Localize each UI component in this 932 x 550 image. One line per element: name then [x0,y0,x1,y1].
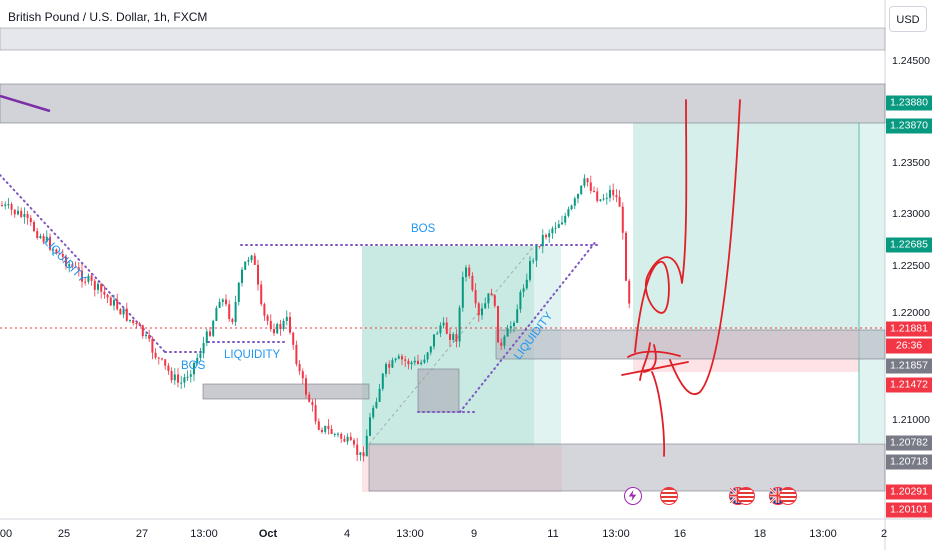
supply-zone-upper[interactable] [0,83,886,124]
price-badge: 1.20101 [886,502,932,518]
time-tick: 27 [135,528,149,540]
symbol-title[interactable]: British Pound / U.S. Dollar, 1h, FXCM [8,10,208,24]
time-tick: 00 [0,528,13,540]
price-badge: 1.20291 [886,484,932,500]
time-tick: 4 [343,528,351,540]
price-badge: 1.20718 [886,454,932,470]
price-tick: 1.23500 [892,157,930,169]
candlestick-series [1,174,631,462]
order-block-3[interactable] [495,329,886,360]
bos-label[interactable]: BOS [181,360,206,372]
long-position-extension-right[interactable] [859,123,885,443]
price-tick: 1.21000 [892,414,930,426]
time-tick: 11 [547,528,559,540]
time-tick: Oct [258,528,278,540]
time-tick: 16 [673,528,687,540]
current-price-badge: 1.21881 [886,321,932,337]
price-tick: 1.22000 [892,307,930,319]
price-badge: 1.21857 [886,358,932,374]
time-tick: 13:00 [809,528,837,540]
liquidity-lines[interactable] [0,174,599,413]
us-flag-event-icon[interactable] [779,487,797,505]
purple-trend-line[interactable] [0,94,51,113]
time-tick: 25 [57,528,71,540]
long-position-target-right[interactable] [633,123,859,330]
hand-drawn-projection[interactable] [621,99,741,457]
price-badge: 1.23870 [886,118,932,134]
time-tick: 18 [753,528,767,540]
countdown-badge: 26:36 [886,338,932,354]
time-tick: 2 [880,528,888,540]
order-block-1[interactable] [202,383,370,400]
time-tick: 13:00 [602,528,630,540]
us-flag-event-icon[interactable] [660,487,678,505]
order-block-4[interactable] [368,443,886,492]
time-tick: 13:00 [190,528,218,540]
currency-button[interactable]: USD [889,6,927,32]
price-tick: 1.24500 [892,55,930,67]
price-badge: 1.21472 [886,377,932,393]
price-badge: 1.22685 [886,237,932,253]
price-tick: 1.22500 [892,260,930,272]
diagonal-dashed-line [368,245,535,445]
bos-label[interactable]: BOS [411,223,436,235]
supply-zone-top[interactable] [0,27,886,51]
time-tick: 9 [470,528,478,540]
price-badge: 1.23880 [886,95,932,111]
time-tick: 13:00 [396,528,424,540]
price-badge: 1.20782 [886,435,932,451]
us-flag-event-icon[interactable] [737,487,755,505]
liquidity-label[interactable]: LIQUIDITY [224,349,281,361]
lightning-event-icon[interactable] [624,487,642,505]
price-tick: 1.23000 [892,208,930,220]
order-block-2[interactable] [417,368,460,413]
